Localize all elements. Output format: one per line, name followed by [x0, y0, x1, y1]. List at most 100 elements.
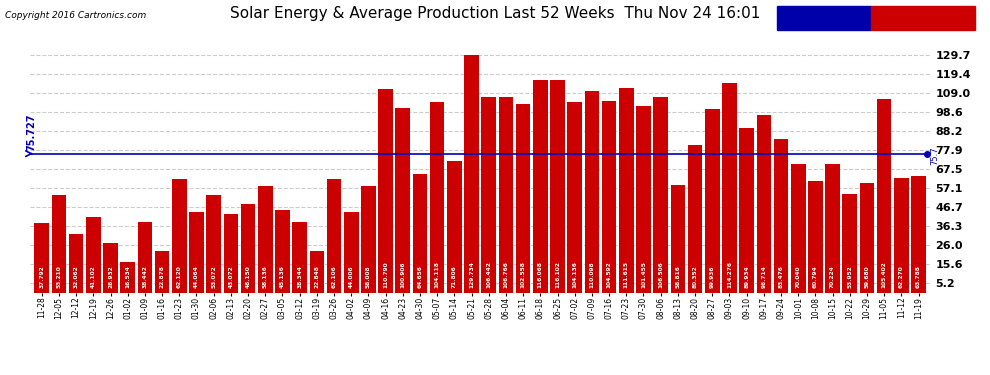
Bar [533, 80, 547, 292]
Bar [670, 184, 685, 292]
Bar [430, 102, 445, 292]
Text: 70.224: 70.224 [830, 265, 836, 288]
Text: 38.344: 38.344 [297, 265, 302, 288]
Text: 44.006: 44.006 [348, 265, 353, 288]
Bar [103, 243, 118, 292]
Bar [378, 89, 393, 292]
Text: Copyright 2016 Cartronics.com: Copyright 2016 Cartronics.com [5, 11, 147, 20]
Text: 63.788: 63.788 [916, 265, 921, 288]
Bar [35, 223, 50, 292]
Text: 75.7: 75.7 [931, 146, 940, 165]
Text: Solar Energy & Average Production Last 52 Weeks  Thu Nov 24 16:01: Solar Energy & Average Production Last 5… [230, 6, 760, 21]
Text: 32.062: 32.062 [73, 265, 78, 288]
Bar [585, 91, 599, 292]
Text: 43.072: 43.072 [229, 265, 234, 288]
Bar [722, 83, 737, 292]
Text: 116.068: 116.068 [538, 261, 543, 288]
Bar [138, 222, 152, 292]
Text: 60.794: 60.794 [813, 265, 818, 288]
Bar [395, 108, 410, 292]
Bar [69, 234, 83, 292]
Bar [121, 262, 135, 292]
Text: 110.790: 110.790 [383, 261, 388, 288]
Bar [740, 128, 754, 292]
Bar [894, 178, 909, 292]
Text: 48.150: 48.150 [246, 265, 250, 288]
Text: 45.136: 45.136 [280, 265, 285, 288]
Bar [327, 178, 342, 292]
Text: 16.534: 16.534 [125, 265, 131, 288]
Text: 58.136: 58.136 [262, 265, 267, 288]
Bar [275, 210, 290, 292]
Text: 62.270: 62.270 [899, 265, 904, 288]
Text: 26.932: 26.932 [108, 265, 113, 288]
Bar [516, 105, 531, 292]
Bar [842, 194, 857, 292]
Bar [653, 97, 668, 292]
Bar [344, 212, 358, 292]
Bar [224, 213, 239, 292]
Text: 80.352: 80.352 [693, 265, 698, 288]
Text: 110.098: 110.098 [589, 261, 594, 288]
Bar [688, 145, 702, 292]
Text: 41.102: 41.102 [91, 265, 96, 288]
Text: 22.848: 22.848 [314, 265, 320, 288]
Bar [413, 174, 428, 292]
Text: 62.120: 62.120 [177, 265, 182, 288]
Bar [911, 176, 926, 292]
Bar [206, 195, 221, 292]
Bar [756, 115, 771, 292]
Text: 62.106: 62.106 [332, 265, 337, 288]
Bar [258, 186, 272, 292]
Bar [774, 140, 788, 292]
Bar [86, 217, 101, 292]
Bar [602, 101, 617, 292]
Text: 64.656: 64.656 [418, 265, 423, 288]
Text: 83.476: 83.476 [778, 265, 783, 288]
Text: 99.936: 99.936 [710, 266, 715, 288]
Bar [705, 109, 720, 292]
Bar [481, 98, 496, 292]
Text: 75.727: 75.727 [27, 113, 37, 151]
Bar [877, 99, 891, 292]
Text: Average  (kWh): Average (kWh) [785, 13, 863, 22]
Bar [189, 212, 204, 292]
Text: 101.455: 101.455 [641, 261, 646, 288]
Text: 70.040: 70.040 [796, 266, 801, 288]
Bar [464, 55, 479, 292]
Bar [619, 88, 634, 292]
Bar [808, 181, 823, 292]
Text: 59.680: 59.680 [864, 265, 869, 288]
Bar [292, 222, 307, 292]
Bar [154, 251, 169, 292]
Text: 116.102: 116.102 [555, 261, 560, 288]
Text: 53.210: 53.210 [56, 265, 61, 288]
Bar [826, 164, 840, 292]
Text: 102.558: 102.558 [521, 261, 526, 288]
Text: 89.934: 89.934 [744, 265, 749, 288]
Text: 129.734: 129.734 [469, 261, 474, 288]
Bar [361, 186, 375, 292]
Bar [310, 251, 324, 292]
Text: 106.766: 106.766 [504, 261, 509, 288]
Text: 38.442: 38.442 [143, 265, 148, 288]
Text: 111.615: 111.615 [624, 261, 629, 288]
Text: 104.592: 104.592 [607, 261, 612, 288]
Bar [51, 195, 66, 292]
Text: 22.878: 22.878 [159, 265, 164, 288]
Text: 104.118: 104.118 [435, 261, 440, 288]
Bar [567, 102, 582, 292]
Text: Weekly  (kWh): Weekly (kWh) [886, 13, 960, 22]
Text: 71.806: 71.806 [451, 265, 456, 288]
Text: 96.714: 96.714 [761, 265, 766, 288]
Bar [637, 106, 650, 292]
Bar [172, 178, 186, 292]
Text: 44.064: 44.064 [194, 265, 199, 288]
Text: 58.008: 58.008 [366, 265, 371, 288]
Text: 105.402: 105.402 [882, 261, 887, 288]
Text: 53.952: 53.952 [847, 265, 852, 288]
Bar [550, 80, 565, 292]
Bar [791, 164, 806, 292]
Bar [499, 97, 513, 292]
Bar [241, 204, 255, 292]
